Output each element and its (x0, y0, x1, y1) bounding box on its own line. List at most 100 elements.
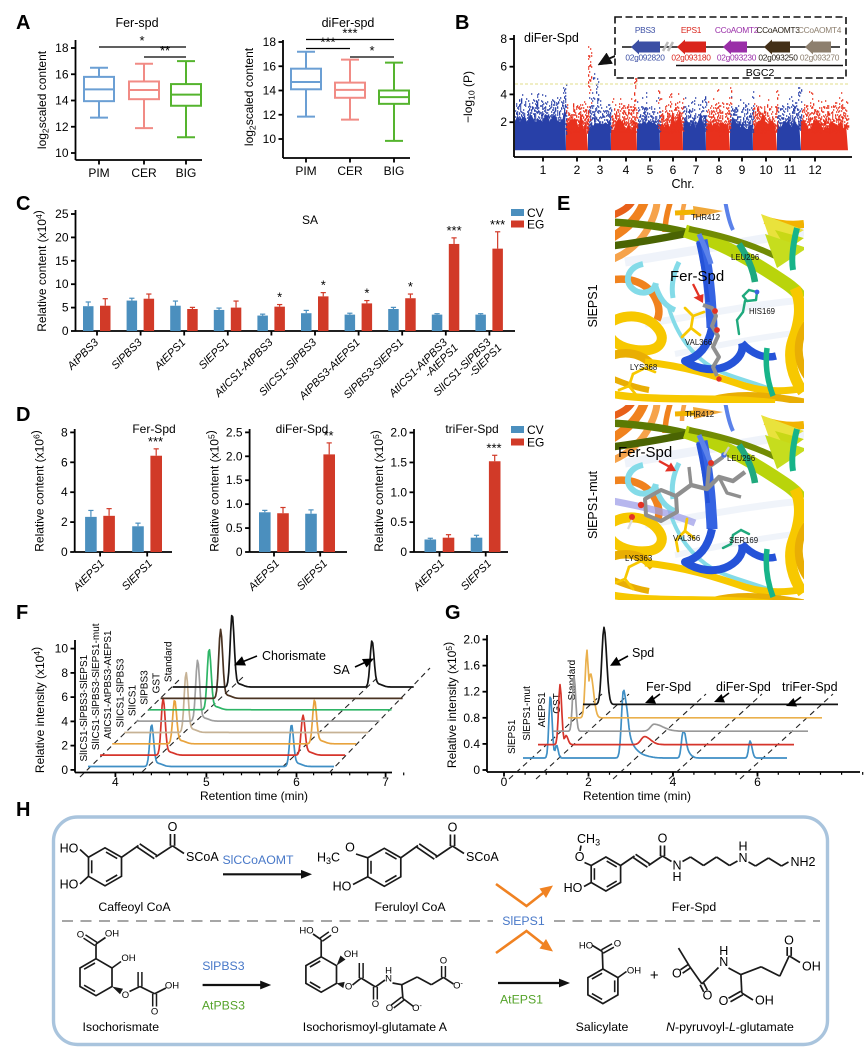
svg-text:12: 12 (808, 163, 822, 177)
svg-text:4: 4 (61, 485, 68, 499)
svg-text:HO: HO (60, 842, 79, 856)
svg-text:02g093180: 02g093180 (671, 53, 711, 63)
svg-text:O: O (672, 967, 682, 981)
svg-text:02g093270: 02g093270 (800, 53, 840, 63)
svg-text:VAL366: VAL366 (673, 534, 700, 543)
svg-text:SlEPS1: SlEPS1 (507, 719, 518, 754)
svg-text:O: O (784, 934, 794, 948)
svg-text:0.8: 0.8 (463, 711, 480, 725)
svg-text:diFer-spd: diFer-spd (322, 16, 375, 30)
svg-text:*: * (408, 279, 413, 294)
svg-text:SlICS1-SlPBS3-SlEPS1: SlICS1-SlPBS3-SlEPS1 (79, 654, 90, 761)
svg-text:***: *** (446, 223, 461, 238)
svg-text:0.5: 0.5 (390, 515, 407, 529)
svg-text:02g093230: 02g093230 (717, 53, 757, 63)
svg-text:8: 8 (500, 32, 507, 46)
svg-text:OH: OH (165, 981, 179, 992)
svg-text:C: C (16, 193, 30, 215)
svg-text:O: O (77, 930, 84, 941)
svg-text:5: 5 (203, 775, 210, 789)
svg-text:Relative intensity (x105): Relative intensity (x105) (441, 642, 459, 768)
svg-text:7: 7 (693, 163, 700, 177)
svg-text:***: *** (490, 217, 505, 232)
svg-text:10: 10 (263, 132, 277, 146)
svg-text:Fer-Spd: Fer-Spd (646, 680, 691, 694)
svg-text:Fer-Spd: Fer-Spd (672, 900, 717, 914)
svg-text:0: 0 (501, 775, 508, 789)
svg-text:SlEPS1: SlEPS1 (459, 558, 494, 593)
svg-text:10: 10 (759, 163, 773, 177)
svg-text:E: E (557, 193, 570, 215)
svg-text:14: 14 (55, 94, 69, 108)
svg-text:triFer-Spd: triFer-Spd (445, 422, 498, 436)
svg-text:F: F (16, 602, 28, 624)
svg-text:0: 0 (473, 763, 480, 777)
svg-text:Spd: Spd (632, 646, 654, 660)
svg-text:D: D (16, 404, 30, 426)
svg-text:O: O (614, 939, 621, 950)
svg-text:7: 7 (382, 775, 389, 789)
svg-text:Chr.: Chr. (672, 177, 695, 191)
svg-text:H: H (672, 870, 681, 884)
svg-text:4: 4 (500, 87, 507, 101)
svg-text:CV: CV (527, 206, 544, 220)
svg-text:2: 2 (61, 515, 68, 529)
svg-text:10: 10 (55, 277, 69, 291)
svg-text:diFer-Spd: diFer-Spd (276, 422, 329, 436)
svg-text:SA: SA (333, 663, 350, 677)
svg-text:4: 4 (61, 714, 68, 728)
svg-text:***: *** (320, 35, 335, 50)
svg-text:O: O (122, 990, 129, 1001)
svg-text:16: 16 (55, 67, 69, 81)
svg-text:Isochorismate: Isochorismate (83, 1020, 160, 1034)
svg-text:0: 0 (236, 545, 243, 559)
svg-text:EG: EG (527, 436, 544, 450)
svg-text:EG: EG (527, 218, 544, 232)
svg-text:CCoAOMT2: CCoAOMT2 (715, 25, 759, 35)
svg-text:O: O (719, 994, 729, 1008)
svg-text:SlEPS1-mut: SlEPS1-mut (522, 686, 533, 741)
svg-text:Chorismate: Chorismate (262, 649, 326, 663)
svg-text:***: *** (486, 440, 501, 455)
svg-text:0.5: 0.5 (226, 521, 243, 535)
svg-text:2: 2 (61, 739, 68, 753)
svg-text:12: 12 (263, 108, 277, 122)
svg-text:CCoAOMT3: CCoAOMT3 (756, 25, 800, 35)
svg-text:N: N (672, 859, 681, 873)
svg-text:AtEPS1: AtEPS1 (537, 692, 548, 727)
svg-text:Standard: Standard (567, 660, 578, 701)
svg-text:1.6: 1.6 (463, 659, 480, 673)
svg-text:HIS169: HIS169 (749, 307, 775, 316)
svg-text:diFer-Spd: diFer-Spd (716, 680, 771, 694)
svg-text:4: 4 (112, 775, 119, 789)
svg-text:Fer-Spd: Fer-Spd (132, 422, 175, 436)
svg-text:SlPBS3: SlPBS3 (140, 670, 151, 705)
svg-text:AtPBS3: AtPBS3 (202, 999, 245, 1013)
svg-text:AtEPS1: AtEPS1 (71, 558, 107, 594)
svg-text:*: * (139, 33, 144, 48)
svg-text:CCoAOMT4: CCoAOMT4 (798, 25, 842, 35)
svg-text:SlPBS3: SlPBS3 (109, 336, 145, 372)
svg-text:OH: OH (755, 994, 774, 1008)
svg-text:O: O (658, 832, 668, 846)
svg-text:1.0: 1.0 (226, 497, 243, 511)
svg-text:−log10 (P): −log10 (P) (461, 71, 477, 123)
svg-text:Relative content (x105): Relative content (x105) (368, 430, 386, 552)
svg-text:AtPBS3: AtPBS3 (65, 336, 102, 373)
svg-text:THR412: THR412 (691, 213, 720, 222)
svg-text:SlEPS1: SlEPS1 (502, 914, 545, 928)
svg-text:LYS368: LYS368 (630, 363, 657, 372)
svg-text:6: 6 (61, 690, 68, 704)
svg-text:14: 14 (263, 84, 277, 98)
svg-text:Relative content (x104): Relative content (x104) (31, 210, 49, 332)
svg-text:Standard: Standard (164, 641, 175, 682)
svg-text:5: 5 (647, 163, 654, 177)
svg-text:O: O (448, 821, 458, 835)
svg-text:HO: HO (60, 878, 79, 892)
svg-text:H: H (738, 840, 747, 854)
svg-text:AtICS1-AtPBS3-AtEPS1: AtICS1-AtPBS3-AtEPS1 (103, 630, 114, 739)
svg-text:LEU296: LEU296 (731, 253, 759, 262)
svg-text:O: O (440, 956, 447, 967)
svg-text:O-: O- (412, 1003, 422, 1014)
svg-text:4: 4 (623, 163, 630, 177)
